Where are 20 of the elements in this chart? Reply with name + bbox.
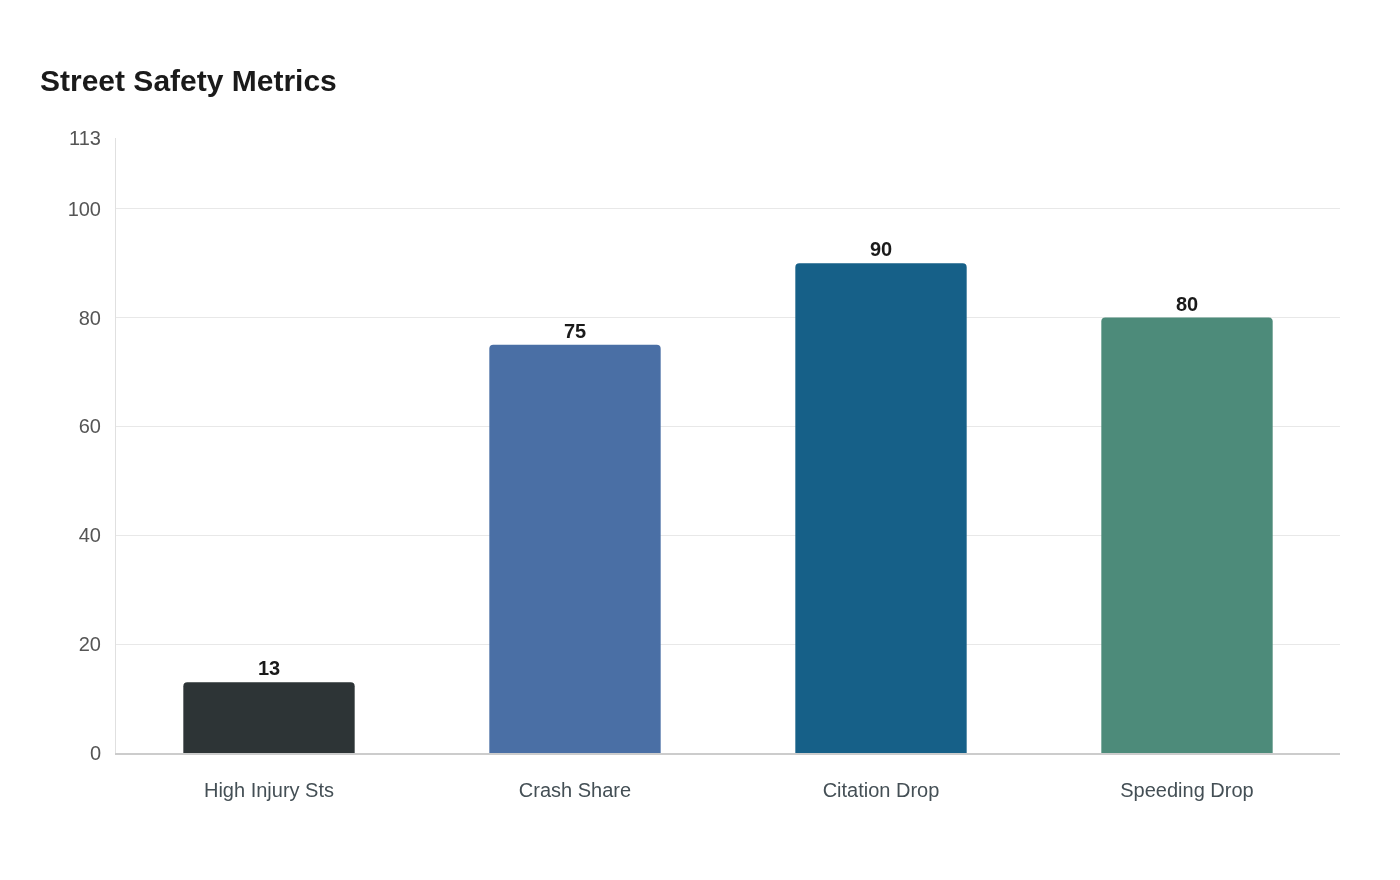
bar xyxy=(1101,317,1273,753)
x-tick-label: High Injury Sts xyxy=(203,778,335,801)
x-tick-label: Crash Share xyxy=(518,778,632,801)
y-tick-label: 40 xyxy=(78,524,101,547)
bar xyxy=(183,682,355,753)
data-label: 90 xyxy=(869,238,893,261)
data-label: 80 xyxy=(1175,292,1199,315)
chart-title: Street Safety Metrics xyxy=(40,63,337,97)
bar xyxy=(489,344,661,753)
y-tick-label: 60 xyxy=(78,415,101,438)
y-tick-label: 0 xyxy=(89,742,101,764)
data-label: 75 xyxy=(563,319,587,342)
bar xyxy=(795,263,967,753)
x-tick-label: Speeding Drop xyxy=(1120,778,1254,801)
y-tick-label: 20 xyxy=(78,633,101,656)
data-label: 13 xyxy=(257,657,281,680)
x-tick-label: Citation Drop xyxy=(822,778,940,801)
y-tick-label: 100 xyxy=(67,197,101,220)
y-tick-label: 113 xyxy=(69,127,101,149)
y-tick-label: 80 xyxy=(78,306,101,329)
